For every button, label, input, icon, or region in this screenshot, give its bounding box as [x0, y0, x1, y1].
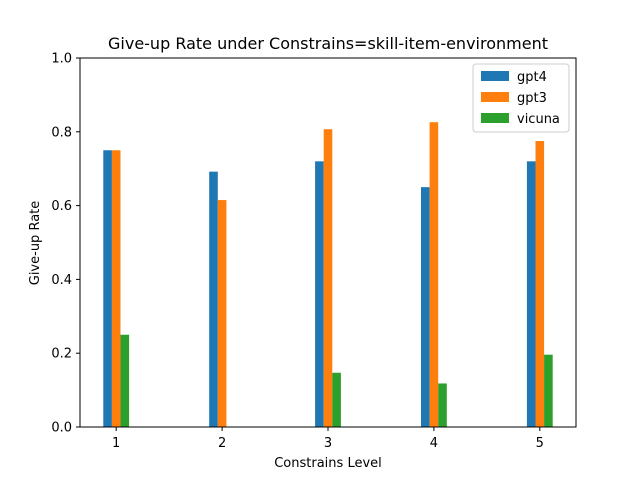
y-tick-label: 0.2	[51, 347, 72, 362]
legend: gpt4 gpt3 vicuna	[472, 63, 570, 133]
legend-swatch-vicuna	[481, 113, 509, 123]
legend-swatch-gpt4	[481, 71, 509, 81]
y-tick-label: 0.4	[51, 273, 72, 288]
legend-label-vicuna: vicuna	[517, 112, 560, 127]
bar-gpt4-4	[421, 187, 430, 427]
bar-gpt4-1	[103, 150, 112, 427]
legend-label-gpt3: gpt3	[517, 91, 547, 106]
y-tick-label: 1.0	[51, 52, 72, 67]
x-tick-label: 1	[112, 436, 120, 451]
y-axis: 0.0 0.2 0.4 0.6 0.8 1.0	[51, 52, 80, 436]
y-tick-label: 0.6	[51, 199, 72, 214]
bar-gpt3-2	[217, 200, 227, 427]
bar-vicuna-1	[120, 334, 130, 427]
bar-gpt3-4	[429, 122, 439, 428]
bar-vicuna-4	[438, 383, 447, 427]
x-tick-label: 4	[430, 436, 438, 451]
bar-gpt3-5	[535, 141, 545, 427]
bar-vicuna-5	[544, 354, 553, 427]
chart-title: Give-up Rate under Constrains=skill-item…	[108, 34, 548, 53]
legend-swatch-gpt3	[481, 92, 509, 102]
x-axis-label: Constrains Level	[274, 456, 382, 471]
y-tick-label: 0.0	[51, 421, 72, 436]
x-tick-label: 5	[536, 436, 544, 451]
y-tick-label: 0.8	[51, 125, 72, 140]
plot-frame	[79, 57, 577, 428]
bar-gpt4-3	[315, 161, 324, 427]
x-tick-label: 2	[218, 436, 226, 451]
bar-gpt4-2	[209, 171, 218, 427]
x-tick-label: 3	[324, 436, 332, 451]
bar-gpt3-1	[111, 150, 121, 427]
y-axis-label: Give-up Rate	[28, 201, 43, 286]
bars-layer	[103, 122, 553, 428]
bar-gpt4-5	[526, 161, 536, 427]
legend-label-gpt4: gpt4	[517, 70, 547, 85]
bar-gpt3-3	[323, 129, 333, 428]
x-axis: 1 2 3 4 5	[112, 427, 544, 451]
bar-vicuna-3	[332, 372, 341, 427]
